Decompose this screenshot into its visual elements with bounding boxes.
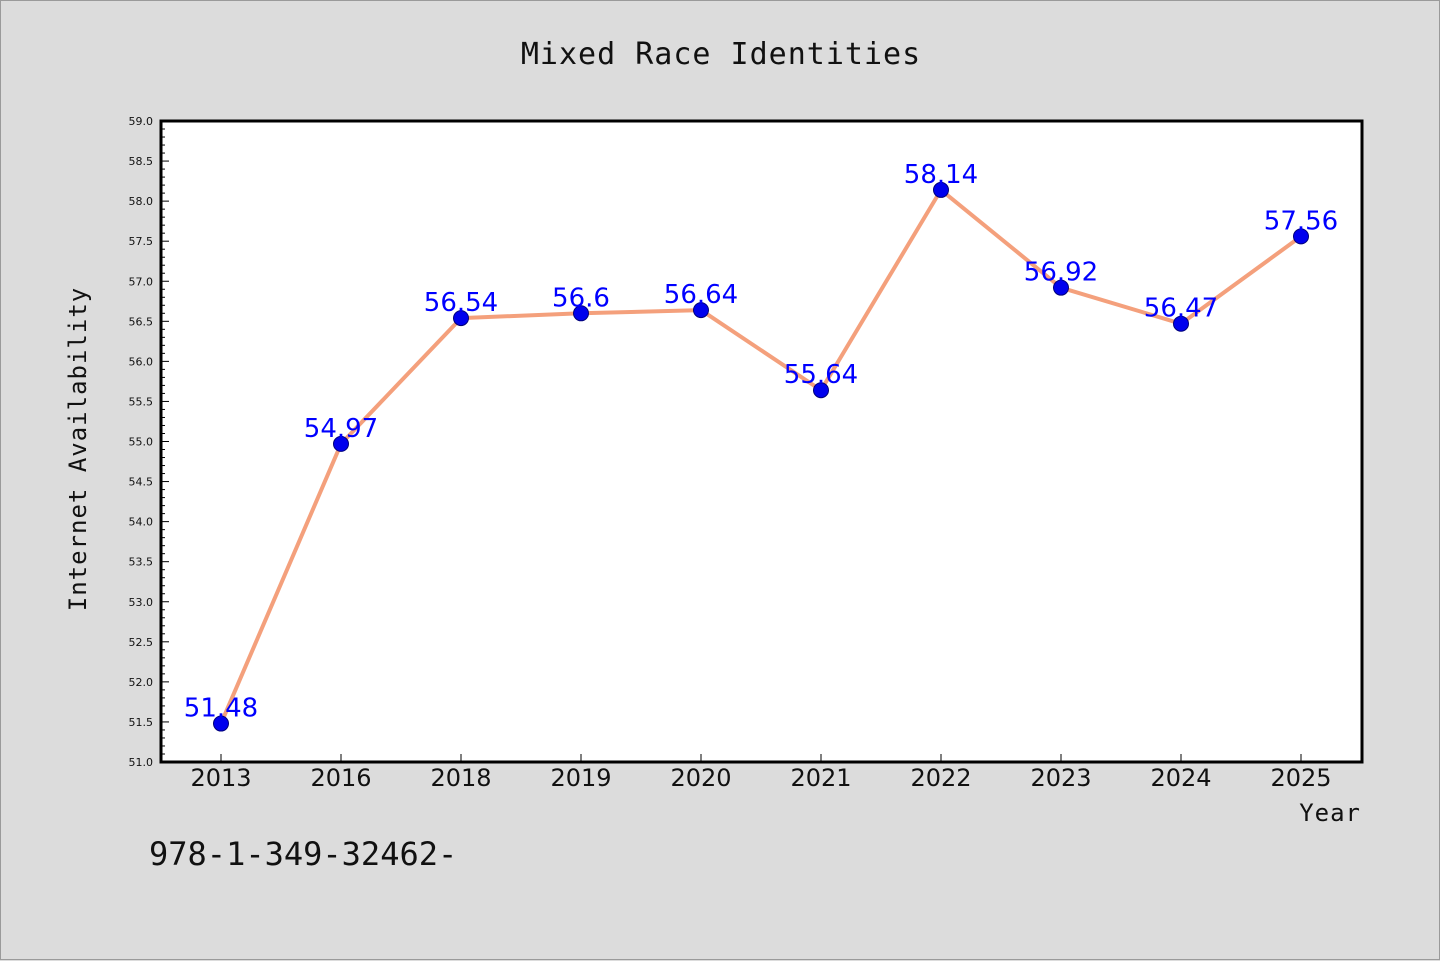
y-tick-label: 55.0: [129, 436, 154, 449]
x-tick-label: 2023: [1030, 764, 1091, 792]
data-point: [693, 302, 709, 319]
x-axis-ticks: 2013 2016 2018 2019 2020 2021 2022 2023 2024 2025: [190, 754, 1332, 792]
data-label: 57.56: [1264, 206, 1338, 236]
y-axis-ticks: 51.0 51.5 52.0 52.5 53.0 53.5 54.0 54.5 55.0 55.5…: [129, 115, 169, 769]
data-label: 55.64: [784, 360, 858, 390]
x-tick-label: 2025: [1270, 764, 1331, 792]
data-label: 56.47: [1144, 294, 1218, 324]
data-label: 56.64: [664, 280, 738, 310]
x-axis-label: Year: [1299, 799, 1361, 827]
x-tick-label: 2016: [310, 764, 371, 792]
data-label: 56.54: [424, 288, 498, 318]
series-line: [219, 187, 1303, 726]
data-point: [1173, 315, 1189, 332]
y-tick-label: 57.0: [129, 275, 154, 288]
data-label: 56.6: [552, 283, 610, 313]
y-tick-label: 52.5: [129, 636, 154, 649]
plot-area: [161, 121, 1362, 762]
data-point: [573, 305, 589, 322]
data-label: 51.48: [184, 694, 258, 724]
x-tick-label: 2013: [190, 764, 251, 792]
y-tick-label: 54.0: [129, 516, 154, 529]
data-labels-group: 51.48 54.97 56.54 56.6 56.64 55.64 58.14 56.92 5…: [184, 160, 1338, 724]
y-tick-label: 57.5: [129, 235, 154, 248]
y-tick-label: 56.5: [129, 315, 154, 328]
series-line-group: [213, 181, 1309, 732]
data-point: [333, 435, 349, 452]
y-tick-label: 59.0: [129, 115, 154, 128]
data-point: [1053, 279, 1069, 296]
y-tick-label: 55.5: [129, 395, 154, 408]
y-axis-label: Internet Availability: [64, 287, 92, 611]
y-tick-label: 54.5: [129, 476, 154, 489]
data-point: [813, 382, 829, 399]
data-label: 58.14: [904, 160, 978, 190]
data-point: [213, 715, 229, 732]
data-label: 56.92: [1024, 258, 1098, 288]
y-tick-label: 51.5: [129, 716, 154, 729]
x-tick-label: 2019: [550, 764, 611, 792]
isbn-text: 978-1-349-32462-: [149, 835, 457, 873]
y-tick-label: 53.5: [129, 556, 154, 569]
y-tick-label: 51.0: [129, 756, 154, 769]
x-tick-label: 2024: [1150, 764, 1211, 792]
data-label: 54.97: [304, 414, 378, 444]
x-tick-label: 2022: [910, 764, 971, 792]
chart-title: Mixed Race Identities: [521, 37, 921, 72]
data-point: [453, 310, 469, 327]
x-tick-label: 2021: [790, 764, 851, 792]
data-point: [1293, 228, 1309, 245]
x-tick-label: 2020: [670, 764, 731, 792]
plot-border: [159, 119, 1364, 764]
data-point: [933, 181, 949, 198]
y-tick-label: 58.0: [129, 195, 154, 208]
y-tick-label: 58.5: [129, 155, 154, 168]
x-tick-label: 2018: [430, 764, 491, 792]
y-tick-label: 53.0: [129, 596, 154, 609]
y-tick-label: 52.0: [129, 676, 154, 689]
y-tick-label: 56.0: [129, 355, 154, 368]
